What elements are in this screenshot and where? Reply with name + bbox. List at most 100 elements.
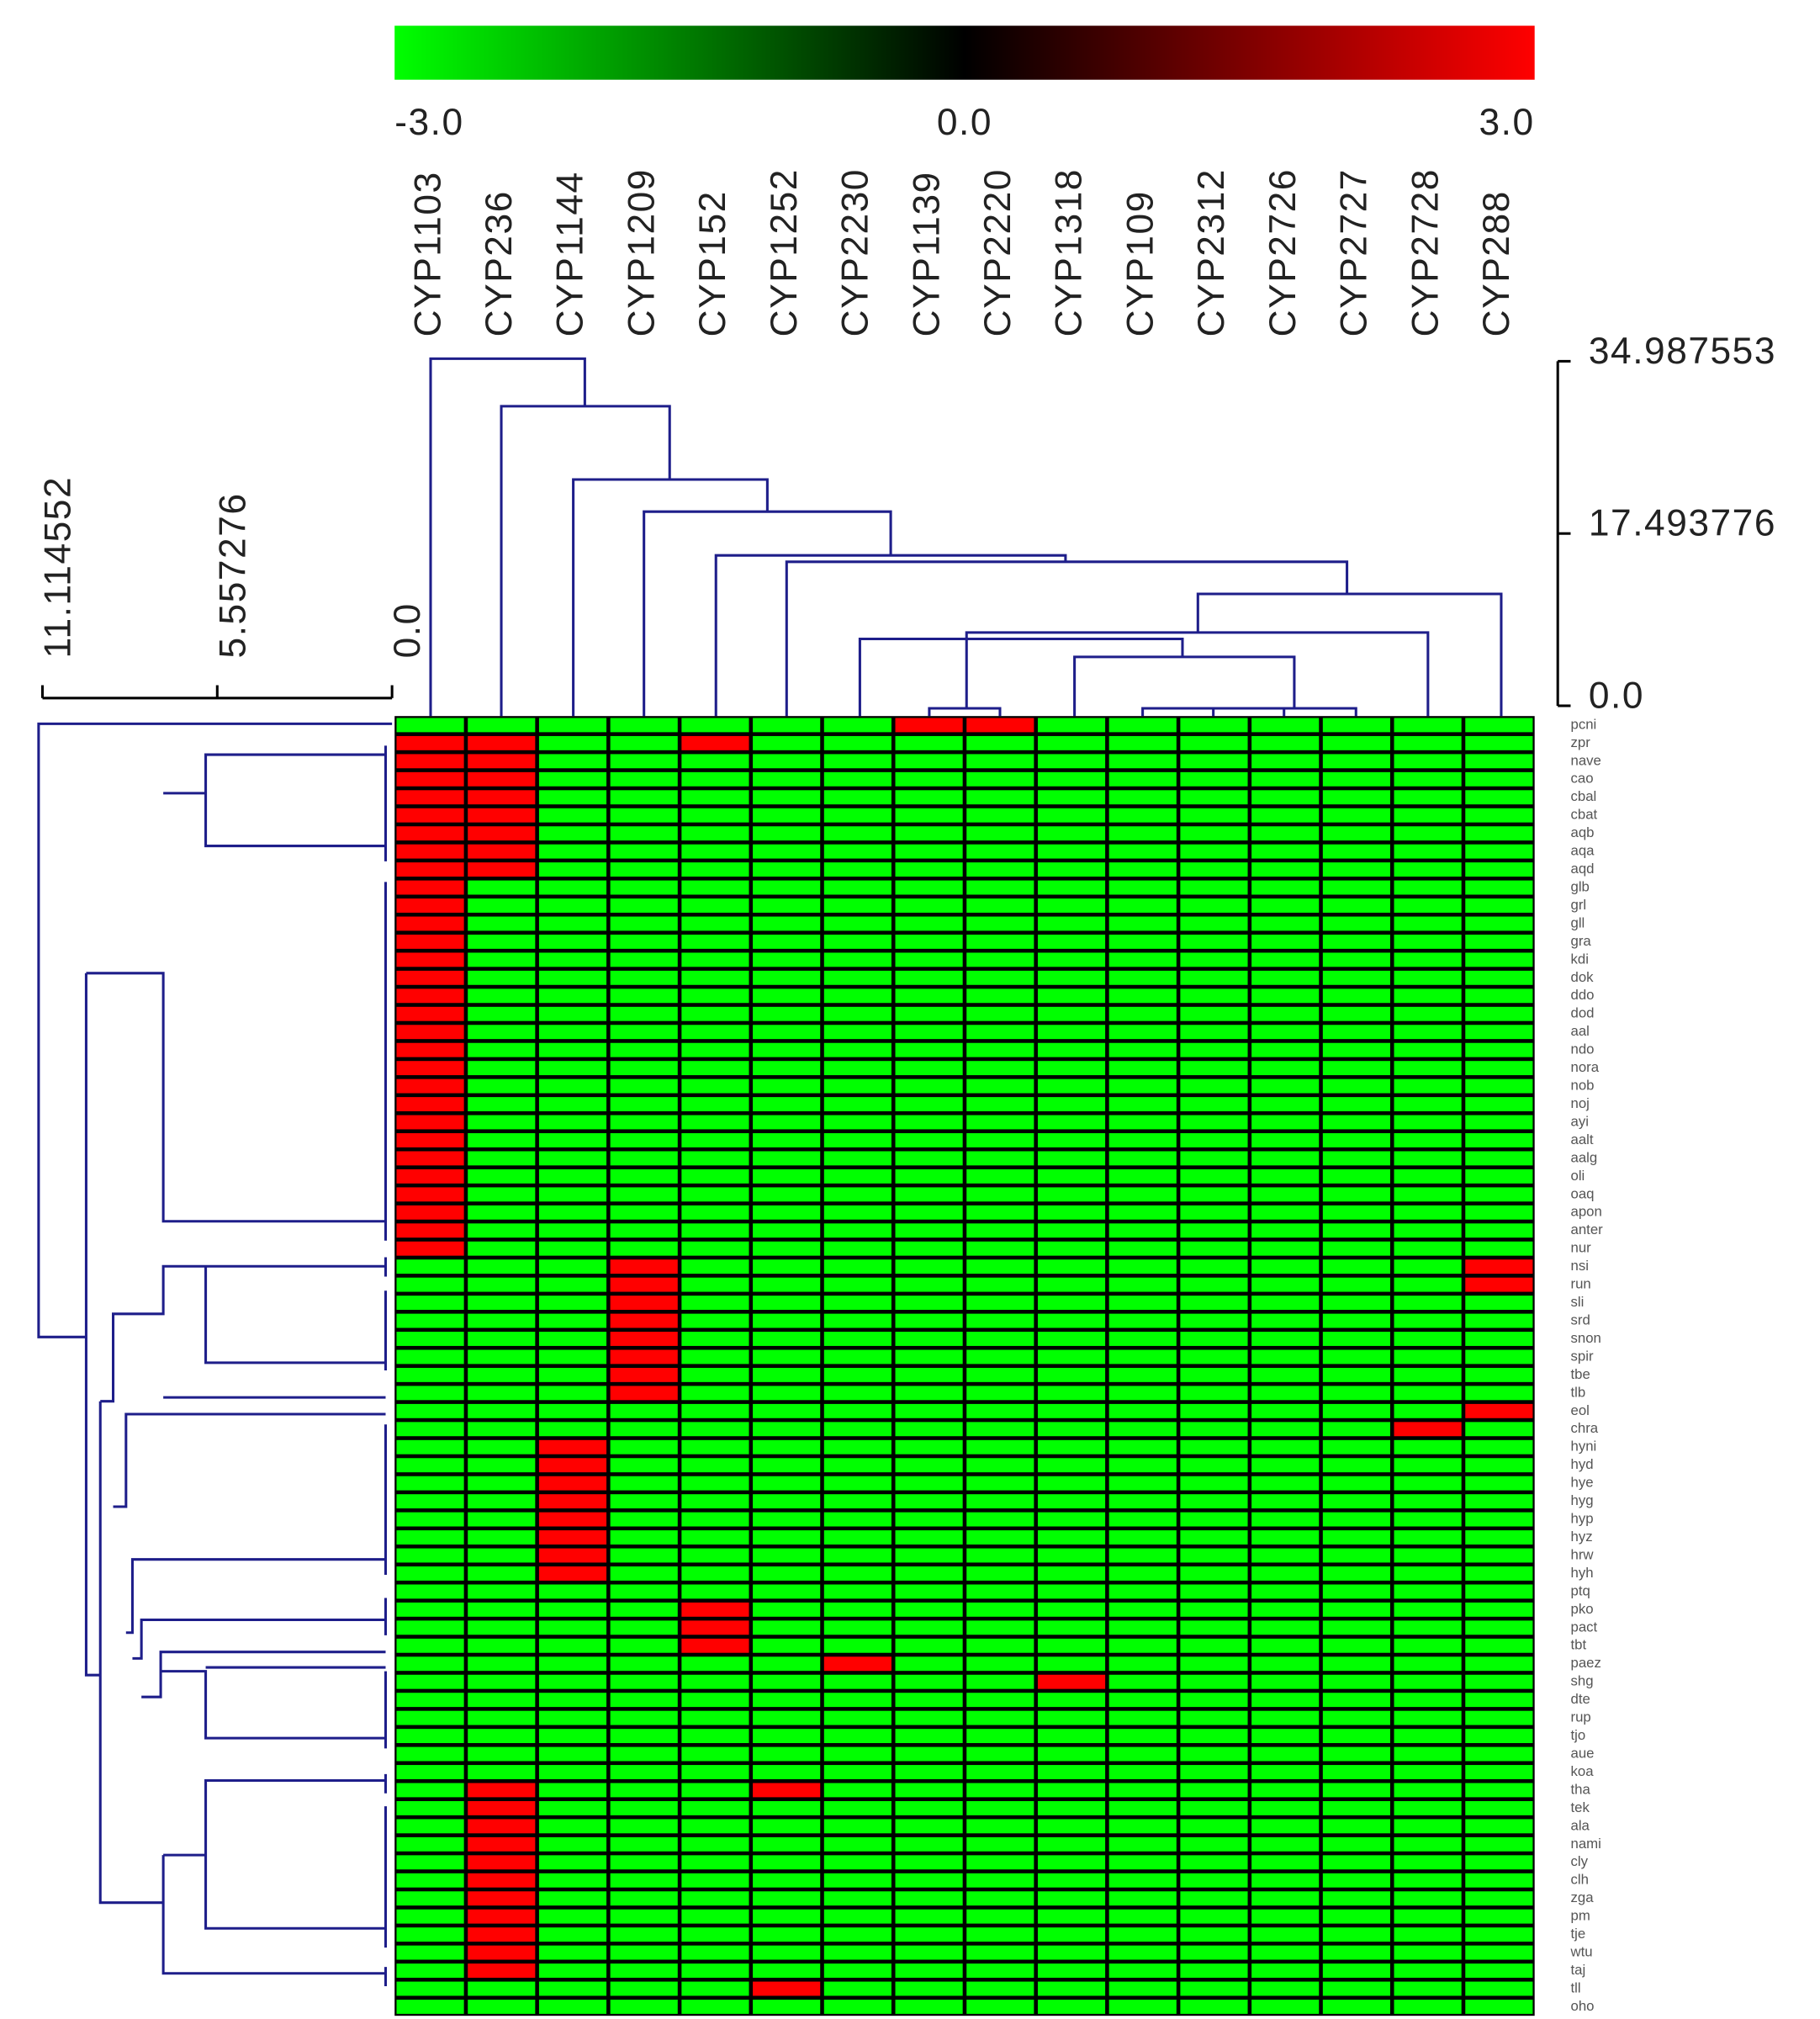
heatmap-cell	[1108, 1836, 1177, 1852]
heatmap-cell	[396, 988, 464, 1004]
heatmap-cell	[966, 880, 1034, 895]
heatmap-cell	[396, 1855, 464, 1870]
heatmap-cell	[1108, 880, 1177, 895]
heatmap-cell	[468, 1855, 536, 1870]
heatmap-cell	[1394, 1855, 1462, 1870]
heatmap-cell	[966, 1891, 1034, 1906]
heatmap-cell	[1251, 1548, 1320, 1563]
heatmap-cell	[1465, 1042, 1533, 1057]
heatmap-cell	[823, 1241, 891, 1256]
heatmap-cell	[1180, 735, 1248, 750]
heatmap-cell	[1394, 988, 1462, 1004]
heatmap-cell	[468, 1566, 536, 1581]
row-label: paez	[1570, 1655, 1600, 1671]
heatmap-cell	[538, 1025, 607, 1040]
heatmap-cell	[1180, 1800, 1248, 1815]
heatmap-cell	[753, 1151, 821, 1166]
heatmap-cell	[396, 1151, 464, 1166]
heatmap-cell	[966, 898, 1034, 913]
heatmap-cell	[895, 1313, 963, 1328]
heatmap-cell	[1180, 1746, 1248, 1762]
heatmap-cell	[1251, 1259, 1320, 1274]
heatmap-cell	[681, 1927, 749, 1942]
heatmap-cell	[1251, 771, 1320, 787]
heatmap-cell	[396, 1494, 464, 1509]
heatmap-cell	[823, 1855, 891, 1870]
heatmap-cell	[753, 718, 821, 733]
heatmap-cell	[1465, 754, 1533, 769]
heatmap-cell	[1322, 1494, 1390, 1509]
heatmap-cell	[966, 1873, 1034, 1888]
heatmap-cell	[610, 1439, 678, 1455]
heatmap-cell	[610, 1061, 678, 1076]
heatmap-cell	[1037, 1710, 1106, 1725]
heatmap-cell	[1251, 718, 1320, 733]
heatmap-cell	[538, 970, 607, 985]
heatmap-cell	[681, 1241, 749, 1256]
heatmap-cell	[895, 1765, 963, 1779]
heatmap-cell	[610, 1963, 678, 1978]
heatmap-cell	[681, 1458, 749, 1473]
heatmap-cell	[396, 862, 464, 877]
heatmap-cell	[823, 1259, 891, 1274]
heatmap-cell	[1394, 1891, 1462, 1906]
heatmap-cell	[1251, 1151, 1320, 1166]
heatmap-cell	[468, 1927, 536, 1942]
heatmap-cell	[823, 1602, 891, 1617]
heatmap-cell	[753, 1584, 821, 1599]
heatmap-cell	[1394, 1259, 1462, 1274]
heatmap-cell	[1465, 1800, 1533, 1815]
heatmap-cell	[1180, 1512, 1248, 1527]
heatmap-cell	[1322, 1259, 1390, 1274]
heatmap-cell	[1037, 1422, 1106, 1437]
heatmap-cell	[823, 1909, 891, 1924]
heatmap-cell	[681, 1259, 749, 1274]
heatmap-cell	[468, 1909, 536, 1924]
heatmap-cell	[895, 1819, 963, 1834]
row-label: hyh	[1570, 1565, 1593, 1581]
heatmap-cell	[1322, 1133, 1390, 1147]
heatmap-cell	[396, 1530, 464, 1545]
heatmap-cell	[966, 1945, 1034, 1960]
heatmap-cell	[468, 988, 536, 1004]
heatmap-cell	[538, 1241, 607, 1256]
heatmap-cell	[753, 862, 821, 877]
heatmap-cell	[1037, 1981, 1106, 1996]
heatmap-cell	[966, 1458, 1034, 1473]
heatmap-cell	[895, 1042, 963, 1057]
heatmap-cell	[468, 1945, 536, 1960]
heatmap-cell	[753, 1891, 821, 1906]
row-label: chra	[1570, 1420, 1598, 1436]
heatmap-cell	[1037, 1386, 1106, 1401]
row-label: aal	[1570, 1023, 1589, 1039]
heatmap-cell	[1251, 1223, 1320, 1238]
heatmap-cell	[1037, 1458, 1106, 1473]
heatmap-cell	[681, 826, 749, 841]
heatmap-cell	[1465, 1296, 1533, 1311]
heatmap-cell	[753, 1386, 821, 1401]
heatmap-cell	[1180, 1819, 1248, 1834]
heatmap-cell	[895, 1963, 963, 1978]
heatmap-cell	[1394, 1927, 1462, 1942]
heatmap-cell	[610, 1187, 678, 1202]
heatmap-cell	[1465, 1584, 1533, 1599]
heatmap-cell	[610, 1205, 678, 1220]
heatmap-cell	[396, 952, 464, 967]
heatmap-cell	[610, 1386, 678, 1401]
heatmap-cell	[468, 1042, 536, 1057]
heatmap-cell	[538, 1927, 607, 1942]
heatmap-cell	[1465, 1367, 1533, 1382]
heatmap-cell	[1322, 1061, 1390, 1076]
heatmap-cell	[753, 1349, 821, 1365]
heatmap-cell	[610, 1458, 678, 1473]
heatmap-cell	[895, 1349, 963, 1365]
heatmap-cell	[1037, 1259, 1106, 1274]
heatmap-cell	[610, 1584, 678, 1599]
row-label: ddo	[1570, 987, 1594, 1003]
colorbar-tick-label: 0.0	[937, 102, 992, 143]
heatmap-cell	[1394, 1313, 1462, 1328]
heatmap-cell	[1322, 1963, 1390, 1978]
heatmap-cell	[538, 1602, 607, 1617]
heatmap-cell	[1180, 1097, 1248, 1111]
row-label: koa	[1570, 1763, 1594, 1779]
